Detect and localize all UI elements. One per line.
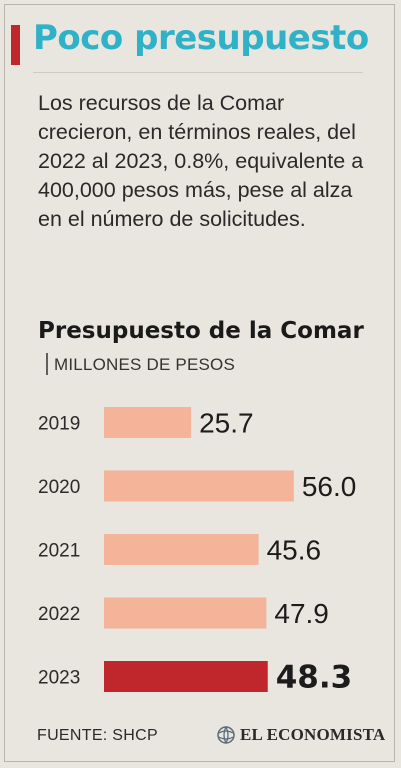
title-divider	[33, 72, 363, 73]
lead-paragraph: Los recursos de la Comar crecieron, en t…	[38, 91, 364, 231]
chart-heading: Presupuesto de la Comar | MILLONES DE PES…	[38, 316, 378, 380]
title-row: Poco presupuesto	[0, 18, 401, 72]
value-label-2022: 47.9	[274, 598, 329, 629]
category-label-2023: 2023	[38, 668, 80, 689]
brand-logo: EL ECONOMISTA	[216, 725, 385, 745]
globe-icon	[217, 726, 235, 744]
value-label-2020: 56.0	[302, 471, 357, 502]
source-note: FUENTE: SHCP	[37, 727, 158, 744]
bar-chart: 2019 25.7 2020 56.0 2021 45.6 2022 47.9 2023 48.3	[38, 407, 357, 696]
page-title: Poco presupuesto	[33, 18, 369, 58]
value-label-2019: 25.7	[199, 408, 254, 439]
bar-2021	[104, 534, 259, 565]
bar-2020	[104, 470, 294, 502]
chart-subtitle: MILLONES DE PESOS	[53, 355, 235, 374]
chart-title-separator: |	[44, 349, 50, 375]
category-label-2020: 2020	[38, 477, 80, 498]
chart-title: Presupuesto de la Comar	[38, 318, 364, 344]
value-label-2021: 45.6	[267, 535, 322, 566]
category-label-2022: 2022	[38, 604, 80, 625]
bar-2019	[104, 407, 192, 438]
bar-2023	[104, 661, 268, 692]
infographic-frame	[4, 4, 395, 762]
category-label-2019: 2019	[38, 414, 80, 435]
bar-2022	[104, 597, 267, 629]
category-label-2021: 2021	[38, 541, 80, 562]
value-label-2023: 48.3	[276, 660, 353, 696]
title-accent-bar	[11, 25, 20, 65]
brand-name: EL ECONOMISTA	[240, 725, 386, 744]
